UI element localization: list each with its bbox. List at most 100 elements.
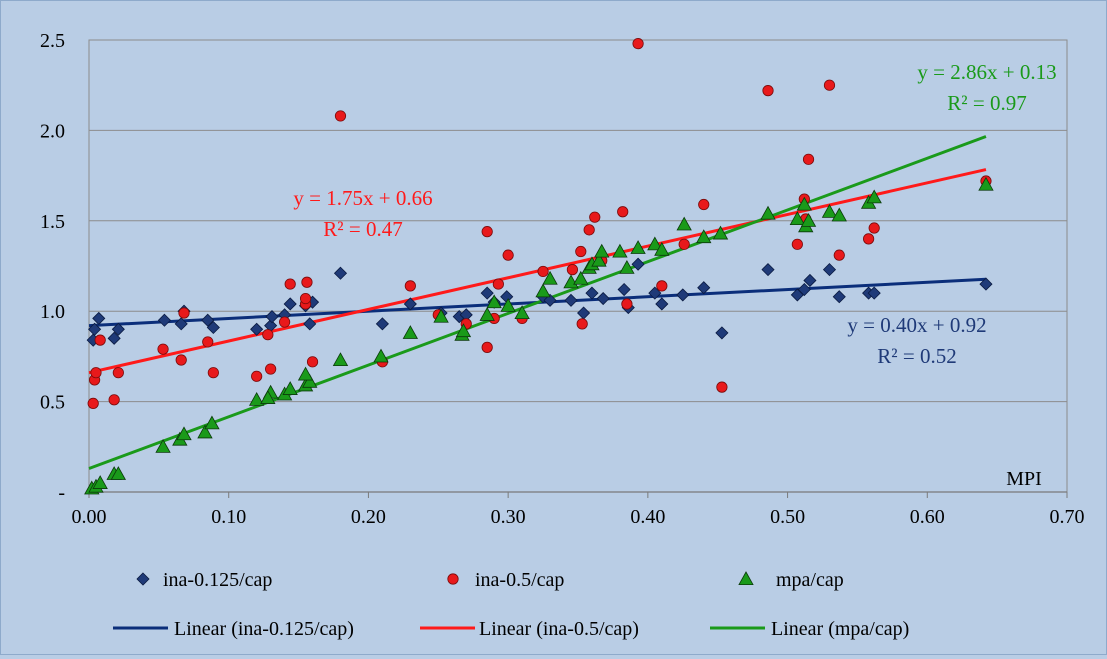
point-circle xyxy=(621,298,633,310)
point-diamond xyxy=(596,291,610,306)
point-circle xyxy=(299,292,312,305)
point-triangle xyxy=(796,196,813,211)
point-triangle xyxy=(696,229,712,244)
y-tick-label: 1.5 xyxy=(40,211,65,233)
x-tick-label: 0.00 xyxy=(72,506,107,528)
point-triangle xyxy=(479,306,495,321)
point-circle xyxy=(94,334,106,346)
point-diamond xyxy=(283,297,297,311)
point-circle xyxy=(90,367,102,379)
point-triangle xyxy=(654,241,670,256)
legend-marker-diamond xyxy=(136,572,150,586)
point-circle xyxy=(716,381,728,393)
point-diamond xyxy=(201,313,215,327)
point-circle xyxy=(863,233,875,245)
point-triangle xyxy=(612,243,628,258)
point-diamond xyxy=(403,297,417,311)
point-triangle xyxy=(155,438,171,453)
point-diamond xyxy=(157,313,172,327)
point-triangle xyxy=(176,426,192,441)
point-triangle xyxy=(630,240,646,254)
trendline-r-squared: R² = 0.52 xyxy=(877,344,956,368)
point-triangle xyxy=(500,297,516,312)
point-circle xyxy=(656,280,668,292)
trendline-equation: y = 1.75x + 0.66 xyxy=(293,186,432,210)
point-circle xyxy=(278,316,291,328)
point-triangle xyxy=(204,415,220,430)
point-diamond xyxy=(655,297,669,311)
legend-label: mpa/cap xyxy=(776,569,844,591)
point-diamond xyxy=(480,286,494,300)
trendline-2 xyxy=(88,135,987,470)
point-triangle xyxy=(110,466,127,480)
point-triangle xyxy=(433,308,449,323)
legend: ina-0.125/cap ina-0.5/cap mpa/cap Linear (i… xyxy=(113,569,909,640)
x-tick-label: 0.70 xyxy=(1050,506,1085,528)
point-circle xyxy=(404,280,416,292)
point-circle xyxy=(617,206,629,218)
point-triangle xyxy=(297,366,314,381)
legend-marker-circle xyxy=(447,573,459,585)
trendline-equations: y = 0.40x + 0.92 R² = 0.52 y = 1.75x + 0.6… xyxy=(293,60,1056,368)
point-triangle xyxy=(619,259,635,274)
point-circle xyxy=(492,278,504,290)
point-circle xyxy=(157,343,169,355)
x-tick-label: 0.50 xyxy=(770,506,805,528)
point-triangle xyxy=(514,305,530,320)
point-circle xyxy=(306,356,319,368)
point-triangle xyxy=(563,274,579,289)
point-circle xyxy=(576,318,588,330)
point-triangle xyxy=(92,475,108,489)
point-triangle xyxy=(760,205,776,220)
x-tick-label: 0.10 xyxy=(211,506,246,528)
point-triangle xyxy=(248,391,265,406)
y-tick-label: 2.0 xyxy=(40,120,65,142)
y-tick-label: - xyxy=(58,482,65,504)
point-diamond xyxy=(803,273,817,288)
point-diamond xyxy=(265,310,279,324)
point-triangle xyxy=(676,216,692,231)
trendline-r-squared: R² = 0.97 xyxy=(947,91,1026,115)
point-circle xyxy=(301,276,313,288)
point-triangle xyxy=(455,323,472,338)
point-circle xyxy=(566,264,579,276)
point-triangle xyxy=(282,381,298,395)
point-triangle xyxy=(402,325,419,339)
point-circle xyxy=(762,85,774,97)
legend-label: Linear (mpa/cap) xyxy=(771,618,909,640)
point-diamond xyxy=(832,290,846,304)
legend-marker-triangle xyxy=(738,571,754,585)
point-diamond xyxy=(979,277,993,291)
point-circle xyxy=(178,307,190,319)
point-circle xyxy=(262,329,274,341)
point-diamond xyxy=(564,293,578,307)
point-diamond xyxy=(250,322,264,336)
point-triangle xyxy=(789,211,806,225)
point-circle xyxy=(108,394,120,406)
point-triangle xyxy=(800,212,817,227)
plot-area-border xyxy=(88,39,1068,493)
y-tick-label: 0.5 xyxy=(40,392,65,414)
point-triangle xyxy=(591,252,607,267)
point-diamond xyxy=(107,331,121,345)
point-diamond xyxy=(617,282,631,297)
point-diamond xyxy=(111,322,125,336)
point-diamond xyxy=(375,317,389,331)
point-circle xyxy=(698,198,710,211)
point-diamond xyxy=(715,326,729,340)
point-circle xyxy=(583,224,595,236)
point-diamond xyxy=(867,286,881,300)
point-diamond xyxy=(697,281,711,295)
point-diamond xyxy=(174,317,188,331)
legend-label: ina-0.5/cap xyxy=(475,569,564,591)
point-diamond xyxy=(92,311,106,325)
legend-label: ina-0.125/cap xyxy=(163,569,272,591)
axes: - 0.5 1.0 1.5 2.0 2.5 0.00 0.10 0.20 0.30 0.40 0.50… xyxy=(40,30,1085,528)
x-tick-label: 0.60 xyxy=(910,506,945,528)
point-triangle xyxy=(332,352,349,367)
x-axis-title: MPI xyxy=(1006,468,1042,490)
point-triangle xyxy=(260,390,276,404)
point-circle xyxy=(265,363,277,375)
point-circle xyxy=(502,249,514,261)
point-circle xyxy=(868,222,880,234)
